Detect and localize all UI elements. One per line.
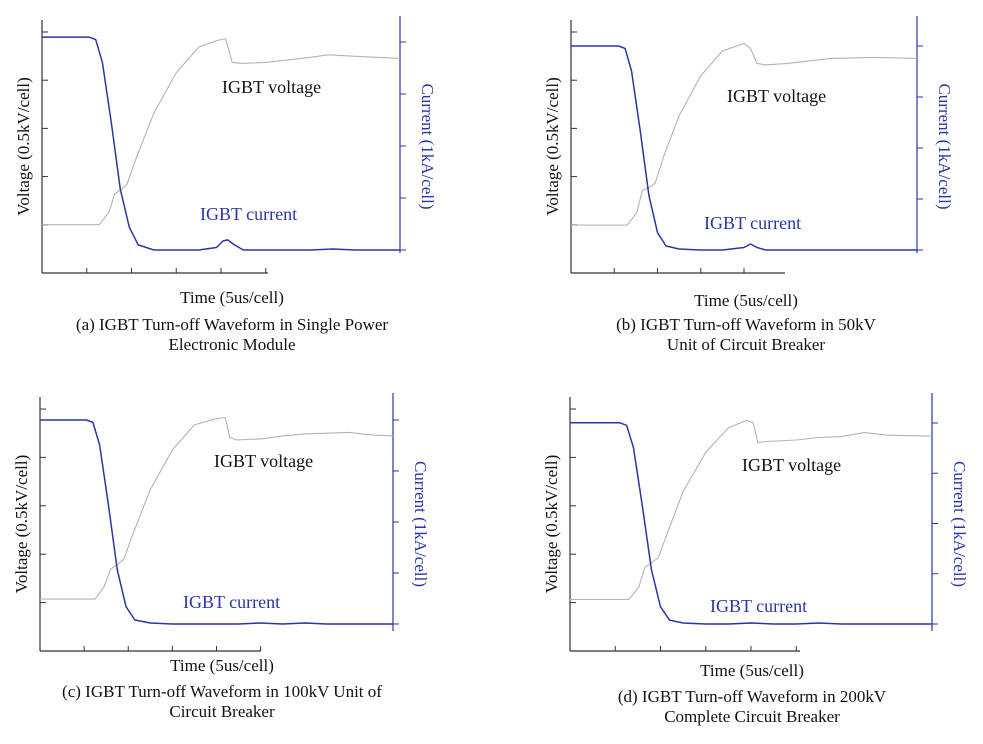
y2-axis-label: Current (1kA/cell) [935, 83, 954, 209]
current-annotation: IGBT current [704, 213, 801, 233]
chart-panel-c: IGBT voltage IGBT current Voltage (0.5kV/c… [12, 393, 430, 721]
panel-caption-line: (d) IGBT Turn-off Waveform in 200kV [618, 687, 887, 706]
panel-caption-line: Unit of Circuit Breaker [667, 335, 825, 354]
y-axis-label: Voltage (0.5kV/cell) [543, 77, 562, 215]
chart-panel-a: IGBT voltage IGBT current Voltage (0.5kV/c… [14, 16, 437, 354]
current-annotation: IGBT current [710, 596, 807, 616]
voltage-annotation: IGBT voltage [214, 451, 313, 471]
panel-caption-line: (b) IGBT Turn-off Waveform in 50kV [616, 315, 876, 334]
current-annotation: IGBT current [183, 592, 280, 612]
panel-caption-line: Complete Circuit Breaker [664, 707, 840, 726]
voltage-series-line [570, 419, 933, 601]
y2-axis-label: Current (1kA/cell) [950, 461, 969, 587]
y2-axis-label: Current (1kA/cell) [411, 461, 430, 587]
y-axis-label: Voltage (0.5kV/cell) [14, 77, 33, 215]
x-axis-label: Time (5us/cell) [700, 661, 804, 680]
current-series-line [571, 45, 917, 251]
panel-caption-line: (a) IGBT Turn-off Waveform in Single Pow… [76, 315, 388, 334]
current-annotation: IGBT current [200, 204, 297, 224]
panel-caption-line: Electronic Module [169, 335, 296, 354]
current-series-line [42, 36, 400, 251]
current-series-line [570, 422, 932, 625]
panel-caption-line: (c) IGBT Turn-off Waveform in 100kV Unit… [62, 682, 382, 701]
voltage-annotation: IGBT voltage [742, 455, 841, 475]
y-axis-label: Voltage (0.5kV/cell) [12, 455, 31, 593]
current-series-line [40, 419, 393, 625]
y-axis-label: Voltage (0.5kV/cell) [542, 455, 561, 593]
y2-axis-label: Current (1kA/cell) [418, 83, 437, 209]
voltage-series-line [571, 42, 918, 226]
chart-panel-b: IGBT voltage IGBT current Voltage (0.5kV/c… [543, 16, 954, 354]
voltage-series-line [42, 38, 401, 226]
voltage-annotation: IGBT voltage [222, 77, 321, 97]
x-axis-label: Time (5us/cell) [694, 291, 798, 310]
voltage-series-line [40, 416, 394, 600]
x-axis-label: Time (5us/cell) [170, 656, 274, 675]
voltage-annotation: IGBT voltage [727, 86, 826, 106]
chart-panel-d: IGBT voltage IGBT current Voltage (0.5kV/c… [542, 393, 969, 726]
panel-caption-line: Circuit Breaker [169, 702, 275, 721]
x-axis-label: Time (5us/cell) [180, 288, 284, 307]
